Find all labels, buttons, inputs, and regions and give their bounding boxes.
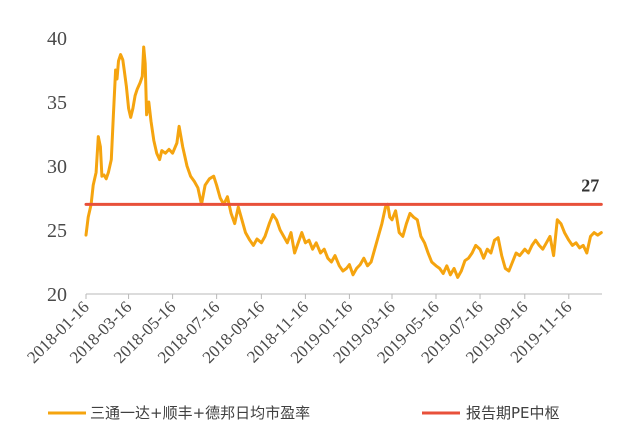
x-axis: 2018-01-162018-03-162018-05-162018-07-16… xyxy=(23,293,602,367)
legend-label-pe: 三通一达+顺丰+德邦日均市盈率 xyxy=(90,404,310,422)
y-axis-ticks: 20 25 30 35 40 xyxy=(47,28,67,306)
legend-label-center: 报告期PE中枢 xyxy=(466,404,560,422)
y-tick-label: 20 xyxy=(47,284,67,306)
y-tick-label: 40 xyxy=(47,28,67,50)
y-tick-label: 25 xyxy=(47,220,67,242)
pe-center-label: 27 xyxy=(581,175,599,195)
pe-series-line xyxy=(84,45,603,279)
y-tick-label: 35 xyxy=(47,92,67,114)
series-layer xyxy=(84,45,603,279)
y-tick-label: 30 xyxy=(47,156,67,178)
legend: 三通一达+顺丰+德邦日均市盈率 报告期PE中枢 xyxy=(48,404,560,422)
